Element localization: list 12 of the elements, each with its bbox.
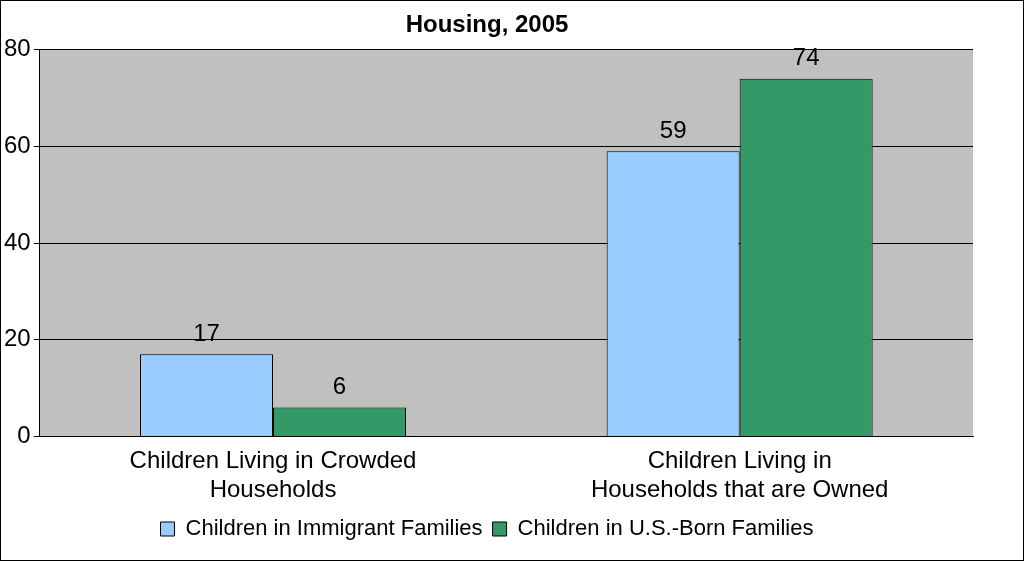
y-tick-label: 60: [3, 131, 31, 159]
data-label: 6: [332, 372, 347, 400]
y-tick-label: 40: [3, 227, 31, 255]
data-label: 59: [659, 115, 687, 143]
x-tick-label: Children Living in Crowded Households: [129, 446, 417, 503]
legend-label: Children in U.S.-Born Families: [517, 515, 814, 541]
legend-label: Children in Immigrant Families: [185, 515, 483, 541]
y-tick-label: 20: [3, 324, 31, 352]
y-tick-label: 80: [3, 34, 31, 62]
y-tick-label: 0: [17, 421, 31, 449]
x-tick-label: Children Living in Households that are Owned: [590, 446, 889, 503]
chart-title: Housing, 2005: [405, 10, 569, 38]
